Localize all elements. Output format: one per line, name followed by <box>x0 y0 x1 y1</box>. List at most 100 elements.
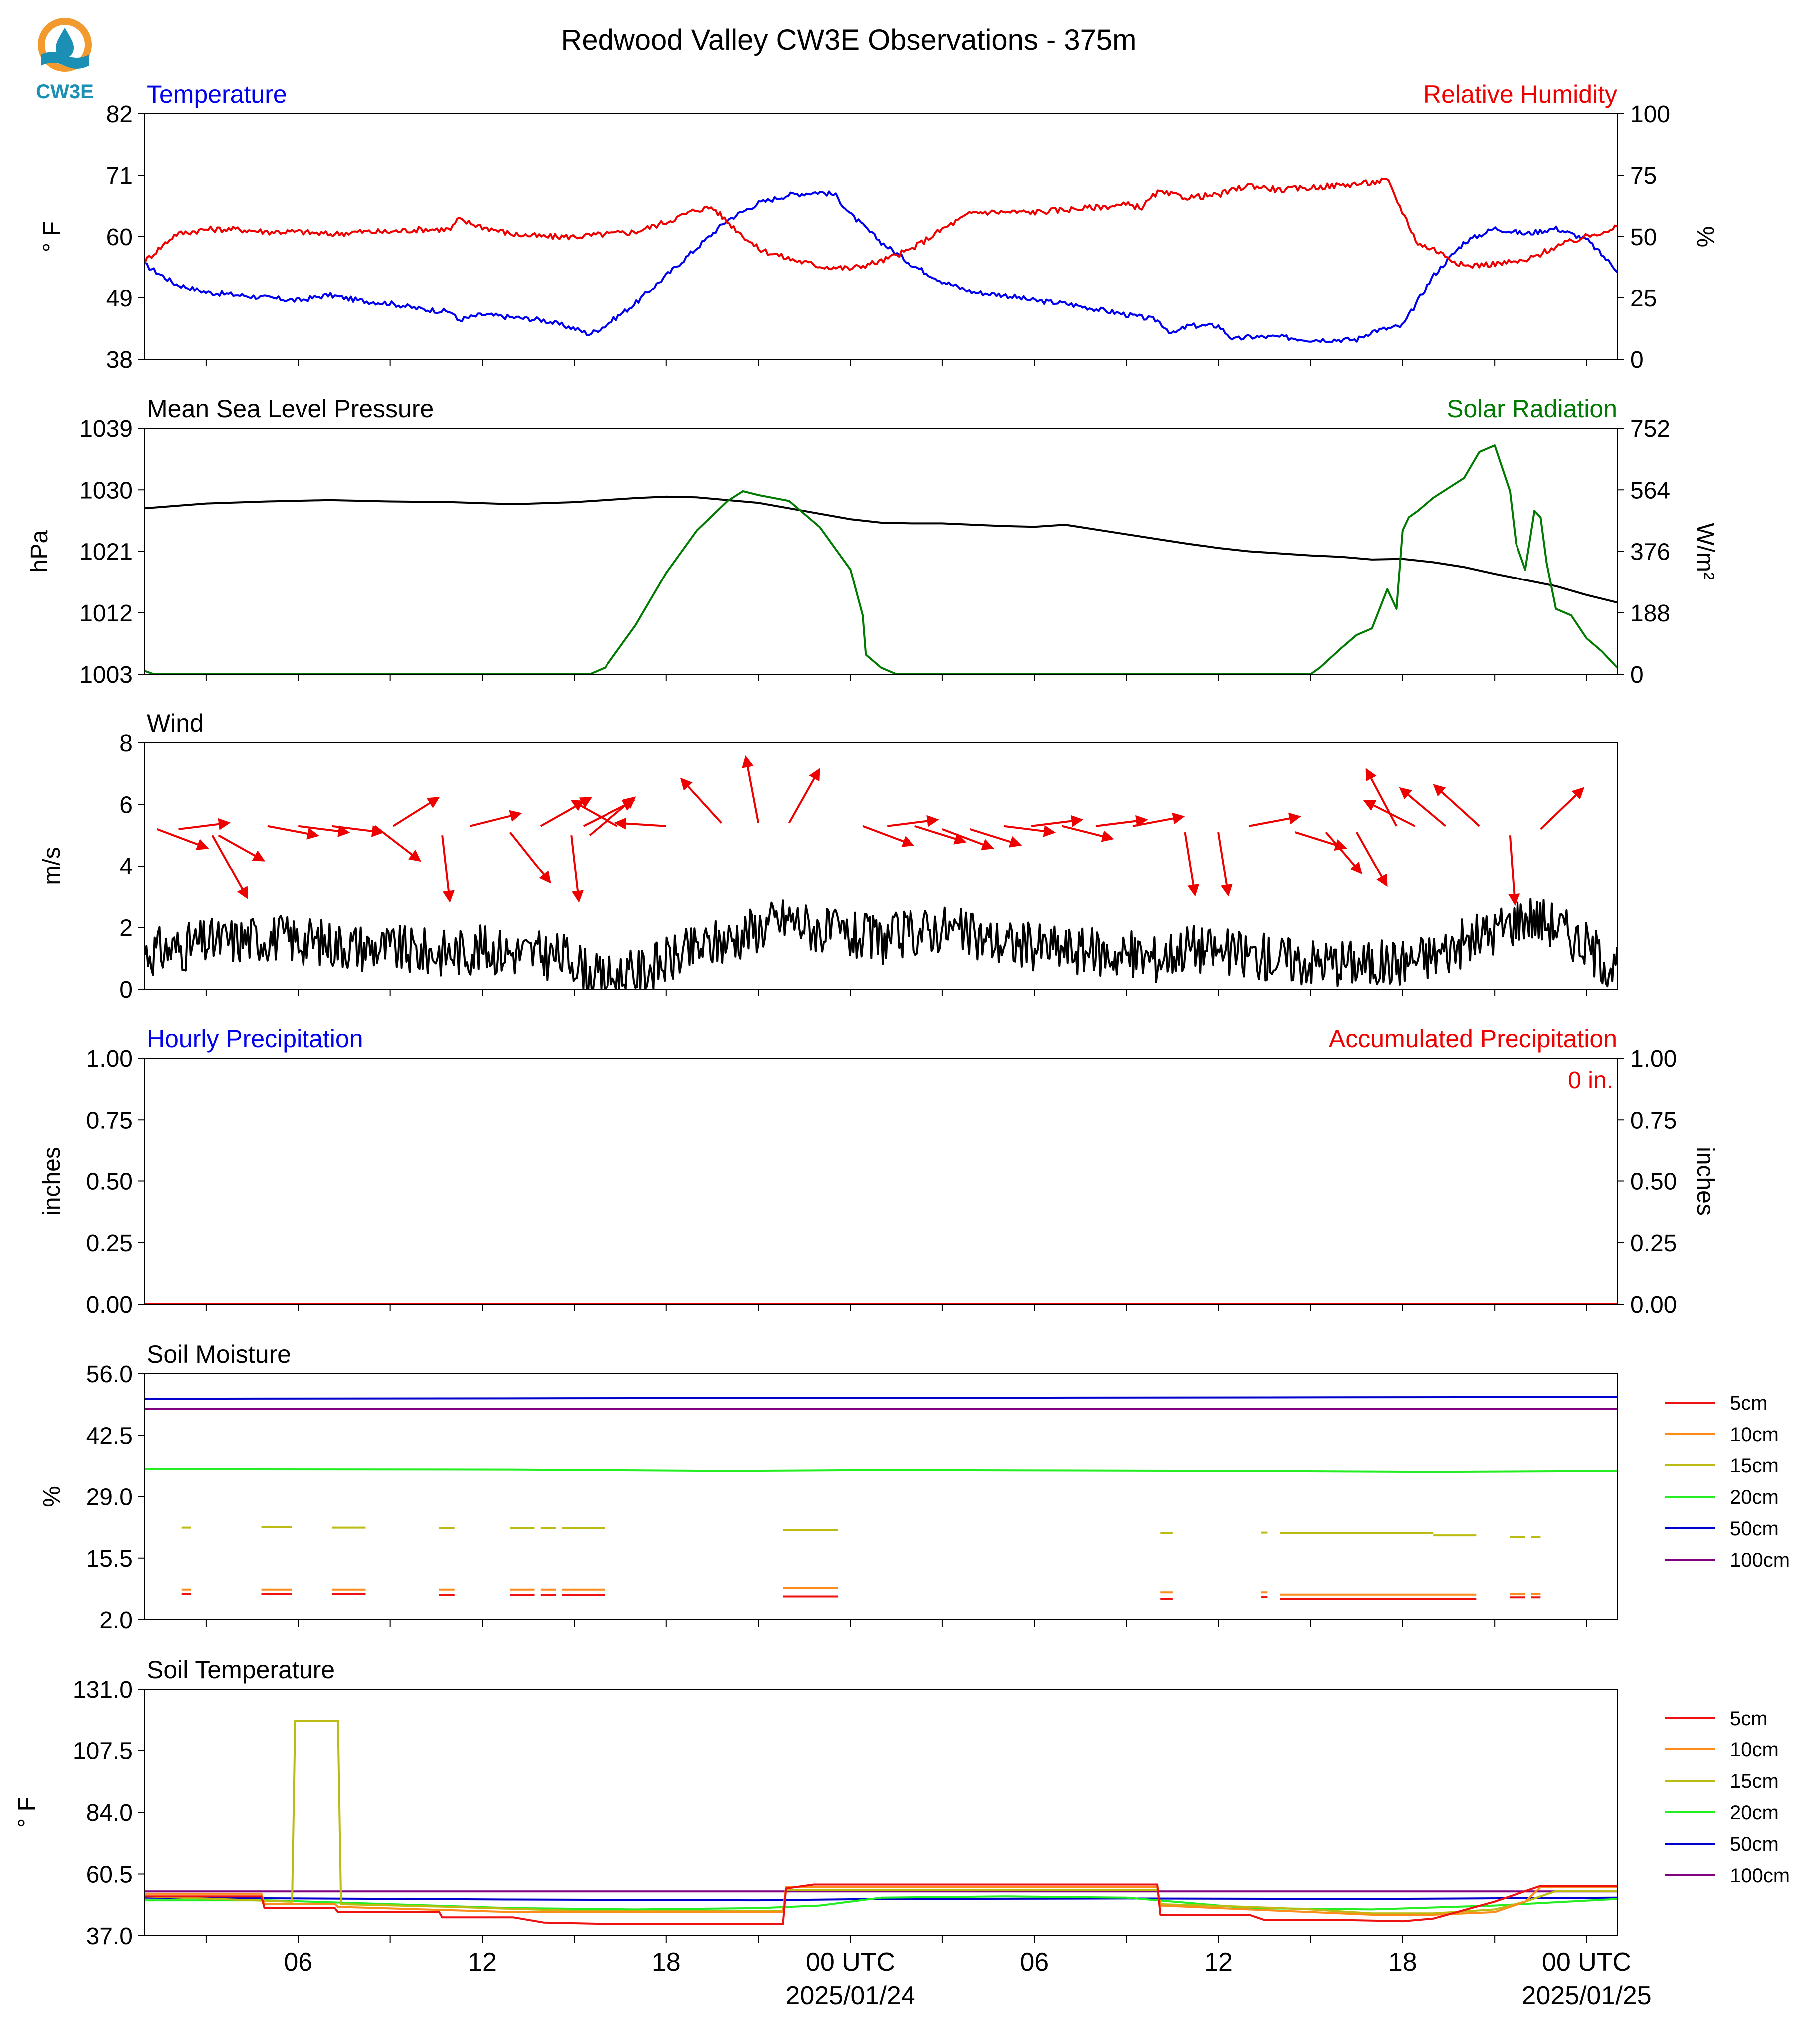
legend-label: 50cm <box>1730 1833 1779 1855</box>
y-axis-label-left: hPa <box>26 530 53 573</box>
logo-drop-icon <box>56 28 74 58</box>
series-50cm <box>145 1396 1617 1400</box>
y-tick-label-left: 1030 <box>79 477 133 504</box>
panel-pressure-solar: Mean Sea Level Pressure Solar Radiation 10… <box>26 395 1718 688</box>
y-axis-label-left: ° F <box>39 221 65 252</box>
y-tick-label-left: 82 <box>106 101 133 128</box>
series-solar-radiation <box>145 444 1617 674</box>
wind-arrow <box>1363 800 1416 827</box>
series-mean-sea-level-pressure <box>145 495 1617 604</box>
wind-arrow <box>589 796 636 836</box>
y-axis-label-left: m/s <box>39 847 65 885</box>
y-tick-label-left: 38 <box>106 347 133 373</box>
y-tick-label-left: 1003 <box>79 662 133 688</box>
wind-arrow <box>1433 784 1480 827</box>
cw3e-logo: CW3E <box>36 18 94 103</box>
legend-label: 5cm <box>1730 1708 1768 1730</box>
wind-arrow <box>570 800 618 827</box>
y-tick-label-left: 0.75 <box>86 1107 133 1134</box>
plot-frame <box>144 1058 1618 1305</box>
y-tick-label-right: 25 <box>1630 286 1657 312</box>
y-tick-label-right: 0.75 <box>1630 1107 1677 1134</box>
y-tick-label-left: 60.5 <box>86 1862 133 1888</box>
plot-area <box>145 1720 1617 1925</box>
wind-arrow <box>1399 787 1447 827</box>
logo-text: CW3E <box>36 81 94 103</box>
y-tick-label-left: 1039 <box>79 416 133 442</box>
y-tick-label-left: 1021 <box>79 539 133 566</box>
y-tick-label-right: 0 <box>1630 347 1644 373</box>
x-tick-label: 12 <box>468 1948 497 1977</box>
y-tick-label-left: 84.0 <box>86 1800 133 1826</box>
wind-arrow <box>887 815 939 827</box>
legend-label: 20cm <box>1730 1802 1779 1824</box>
wind-arrow <box>509 831 551 884</box>
series-10cm <box>145 1886 1617 1916</box>
wind-arrow <box>1365 768 1398 827</box>
wind-arrow <box>742 755 760 823</box>
x-date-label: 2025/01/25 <box>1521 1981 1651 2010</box>
accumulated-precip-value: 0 in. <box>1568 1067 1613 1094</box>
y-tick-label-right: 0.50 <box>1630 1169 1677 1195</box>
chart-panels: Temperature Relative Humidity384960718202… <box>14 80 1790 1950</box>
wind-arrow <box>469 810 522 827</box>
panel-soil-temperature: Soil Temperature 37.0 60.5 84.0 107.5 131.0 ° … <box>14 1656 1790 1950</box>
wind-arrow <box>942 828 994 850</box>
wind-arrow <box>392 796 440 827</box>
wind-arrow <box>1217 832 1233 897</box>
y-tick-label-right: 752 <box>1630 416 1670 442</box>
y-tick-label-left: 6 <box>119 792 133 819</box>
plot-area <box>145 444 1617 674</box>
legend-label: 15cm <box>1730 1770 1779 1792</box>
wind-arrow <box>1184 832 1200 897</box>
legend: 5cm 10cm 15cm 20cm 50cm 100cm <box>1665 1708 1790 1887</box>
plot-frame <box>144 1373 1618 1620</box>
y-axis-label-right: % <box>1692 226 1718 248</box>
y-tick-label-right: 75 <box>1630 163 1657 189</box>
time-axis: 06 12 18 00 UTC 06 12 18 00 UTC 2025/01/24 2025/0… <box>284 1948 1651 2010</box>
y-tick-label-left: 0.50 <box>86 1169 133 1195</box>
panel-soil-moisture: Soil Moisture 2.0 15.5 29.0 42.5 56.0% 5cm 10cm… <box>39 1340 1790 1634</box>
series-wind-speed <box>145 898 1617 989</box>
panel-title-left: Soil Temperature <box>147 1656 335 1684</box>
y-axis-label-right: inches <box>1692 1147 1718 1216</box>
panel-wind: Wind 0 2 4 6 8 m/s <box>39 709 1618 1003</box>
wind-arrow <box>441 835 455 903</box>
wind-arrow <box>1508 835 1520 906</box>
wind-arrow <box>680 777 722 824</box>
legend-label: 10cm <box>1730 1739 1779 1761</box>
wind-arrow <box>914 825 967 845</box>
wind-arrow <box>570 835 584 903</box>
series-20cm <box>145 1468 1617 1473</box>
plot-frame <box>144 113 1618 360</box>
legend-label: 100cm <box>1730 1865 1790 1887</box>
panel-title-left: Wind <box>147 709 204 737</box>
wind-arrow <box>1249 812 1301 827</box>
y-tick-label-left: 42.5 <box>86 1423 133 1449</box>
figure-title: Redwood Valley CW3E Observations - 375m <box>561 24 1137 56</box>
series-50cm <box>145 1896 1617 1902</box>
y-tick-label-left: 71 <box>106 163 133 189</box>
y-tick-label-left: 56.0 <box>86 1361 133 1388</box>
y-tick-label-right: 376 <box>1630 539 1670 566</box>
wind-arrow <box>614 817 666 830</box>
y-axis-label-right: W/m² <box>1692 523 1718 580</box>
y-tick-label-right: 50 <box>1630 224 1657 251</box>
series-relative-humidity <box>145 177 1617 271</box>
y-tick-label-right: 0.25 <box>1630 1230 1677 1257</box>
y-tick-label-left: 60 <box>106 224 133 251</box>
legend-label: 100cm <box>1730 1549 1790 1571</box>
y-tick-label-left: 107.5 <box>73 1738 133 1765</box>
x-tick-label: 00 UTC <box>1542 1948 1631 1977</box>
legend-label: 10cm <box>1730 1424 1779 1446</box>
y-tick-label-left: 37.0 <box>86 1923 133 1950</box>
y-tick-label-right: 1.00 <box>1630 1046 1677 1072</box>
y-tick-label-right: 564 <box>1630 477 1670 504</box>
legend-label: 50cm <box>1730 1518 1779 1540</box>
x-tick-label: 06 <box>1020 1948 1049 1977</box>
plot-area <box>145 1396 1617 1600</box>
y-axis-label-left: % <box>39 1486 65 1507</box>
panel-precip: Hourly Precipitation Accumulated Precipit… <box>39 1025 1718 1318</box>
y-tick-label-left: 1.00 <box>86 1046 133 1072</box>
panel-temp-rh: Temperature Relative Humidity 38 49 60 71 82 0 2… <box>39 80 1718 373</box>
